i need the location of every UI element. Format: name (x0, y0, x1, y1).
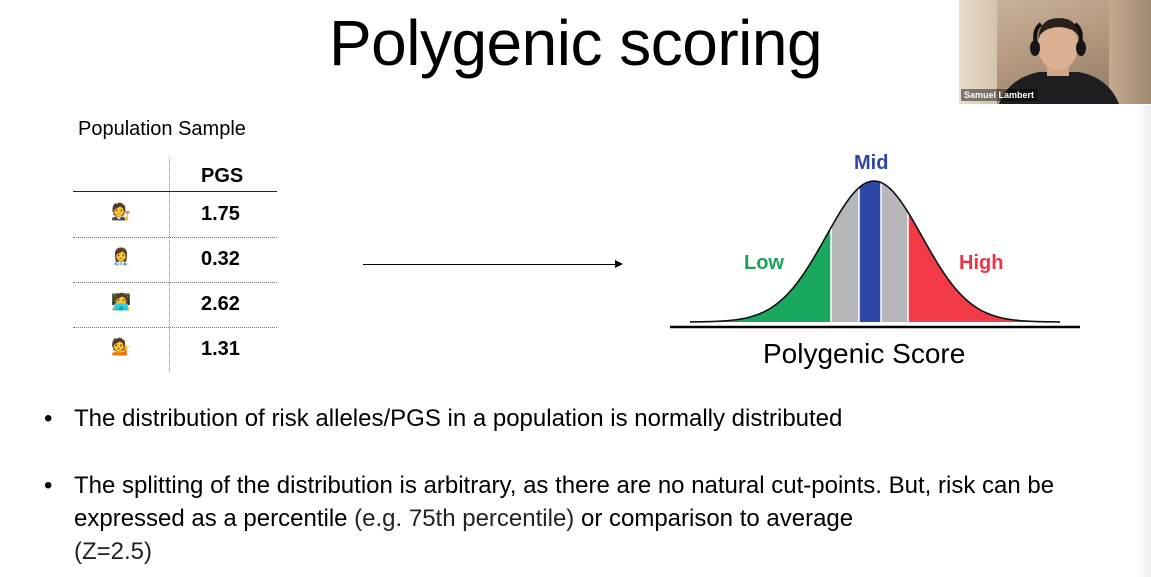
bullet-item: • The distribution of risk alleles/PGS i… (44, 402, 1104, 435)
low-region (690, 181, 831, 322)
arrow-head-icon (615, 260, 623, 268)
table-column-divider (169, 158, 170, 371)
bullet-text: The splitting of the distribution is arb… (74, 472, 1055, 532)
bullet-text-zscore: (Z=2.5) (74, 538, 153, 565)
bullet-item: • The splitting of the distribution is a… (44, 469, 1104, 568)
pgs-value: 2.62 (201, 293, 240, 315)
pgs-column-header: PGS (201, 165, 244, 187)
person-icon: 🧑‍💻 (111, 294, 131, 311)
participant-video-tile[interactable]: Samuel Lambert (959, 0, 1151, 104)
video-background-wall (959, 0, 997, 104)
table-row: 🧑‍💻 2.62 (73, 282, 277, 328)
low-label: Low (744, 252, 784, 274)
person-icon: 💁 (111, 339, 131, 356)
bullet-marker: • (44, 472, 53, 499)
participant-name: Samuel Lambert (961, 89, 1038, 101)
video-background-door (1109, 0, 1151, 104)
pgs-value: 0.32 (201, 248, 240, 270)
mid-region (859, 181, 881, 322)
bullet-text: or comparison to average (574, 505, 854, 532)
table-row: 💁 1.31 (73, 327, 277, 372)
participant-silhouette (999, 18, 1119, 104)
x-axis-label: Polygenic Score (763, 338, 966, 369)
slide-edge-shade (1137, 105, 1151, 577)
bullet-text-example: (e.g. 75th percentile) (347, 505, 575, 532)
middle-region-right (881, 181, 908, 322)
table-row: 🧑‍⚖️ 1.75 (73, 192, 277, 238)
bullet-text: The distribution of risk alleles/PGS in … (74, 405, 843, 432)
table-caption: Population Sample (78, 118, 246, 140)
pgs-value: 1.31 (201, 338, 240, 360)
mid-label: Mid (854, 152, 889, 174)
slide-title: Polygenic scoring (328, 7, 823, 79)
high-region (908, 181, 1060, 322)
curve-outline (689, 180, 1061, 323)
bullet-marker: • (44, 405, 53, 432)
table-row: 👩‍⚕️ 0.32 (73, 237, 277, 283)
middle-region-left (831, 181, 859, 322)
person-icon: 🧑‍⚖️ (111, 204, 131, 221)
table-header: PGS (73, 158, 277, 192)
high-label: High (959, 252, 1004, 274)
person-icon: 👩‍⚕️ (111, 249, 131, 266)
arrow-line (363, 264, 617, 265)
pgs-value: 1.75 (201, 203, 240, 225)
bullet-list: • The distribution of risk alleles/PGS i… (44, 402, 1104, 568)
